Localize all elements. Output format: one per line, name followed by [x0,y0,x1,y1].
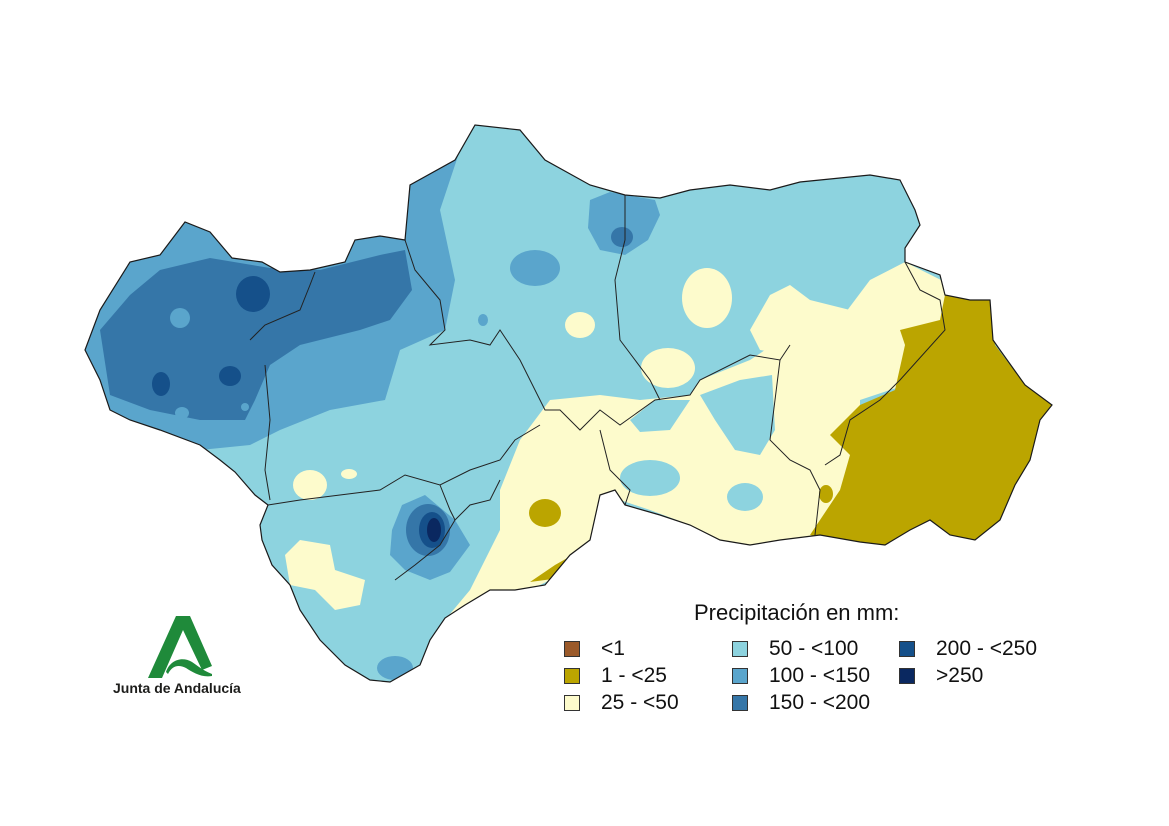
zone-1-25-spot [529,499,561,527]
legend-label: 50 - <100 [769,637,859,660]
zone-200-250-spot [236,276,270,312]
zone-200-250-spot [152,372,170,396]
zone-100-150-spot [478,314,488,326]
zone-50-100-jaen-south [630,400,690,432]
zone-100-150-spot [510,250,560,286]
zone-25-50-spot [641,348,695,388]
legend-item: 25 - <50 [564,691,679,715]
zone-100-150-spot [175,407,189,419]
legend-label: >250 [936,664,984,687]
zone-1-25-almeria [810,295,1052,545]
legend-item: 100 - <150 [732,664,870,688]
legend-item: 1 - <25 [564,664,667,688]
zone-150-200-spot [611,227,633,247]
legend-label: 1 - <25 [601,664,667,687]
legend-swatch [732,641,748,657]
logo-text: Junta de Andalucía [113,680,241,696]
legend-item: <1 [564,637,625,661]
legend-label: 100 - <150 [769,664,871,687]
zone-100-150-spot [377,656,413,680]
legend-swatch [732,668,748,684]
zone-25-50-spot [682,268,732,328]
zone-150-200-west [100,250,412,420]
zone-50-100-spot [620,460,680,496]
legend-item: 50 - <100 [732,637,858,661]
legend-swatch [564,641,580,657]
zone-50-100-spot [727,483,763,511]
legend-item: 150 - <200 [732,691,870,715]
legend-label: 25 - <50 [601,691,679,714]
legend-swatch [564,695,580,711]
province-boundaries [249,195,946,581]
zone-1-25-spot [819,485,833,503]
zone-50-100-granada [700,375,775,455]
legend-swatch [899,641,915,657]
zone-100-150-jaen [588,192,660,255]
zone-100-150-spot [170,308,190,328]
zone-25-50-spot [341,469,357,479]
legend-title: Precipitación en mm: [694,600,900,625]
zone-gt250-spot [427,518,441,542]
zone-25-50-cadiz [285,540,365,610]
legend-swatch [564,668,580,684]
legend-swatch [899,668,915,684]
junta-andalucia-logo [148,616,212,678]
legend-label: 150 - <200 [769,691,871,714]
zone-25-50-spot [565,312,595,338]
zone-25-50-granada-north [750,285,860,355]
legend-swatch [732,695,748,711]
zone-200-250-spot [219,366,241,386]
legend-item: >250 [899,664,983,688]
zone-100-150-spot [241,403,249,411]
zone-25-50-spot [293,470,327,500]
legend-item: 200 - <250 [899,637,1037,661]
legend-label: 200 - <250 [936,637,1038,660]
legend-label: <1 [601,637,625,660]
